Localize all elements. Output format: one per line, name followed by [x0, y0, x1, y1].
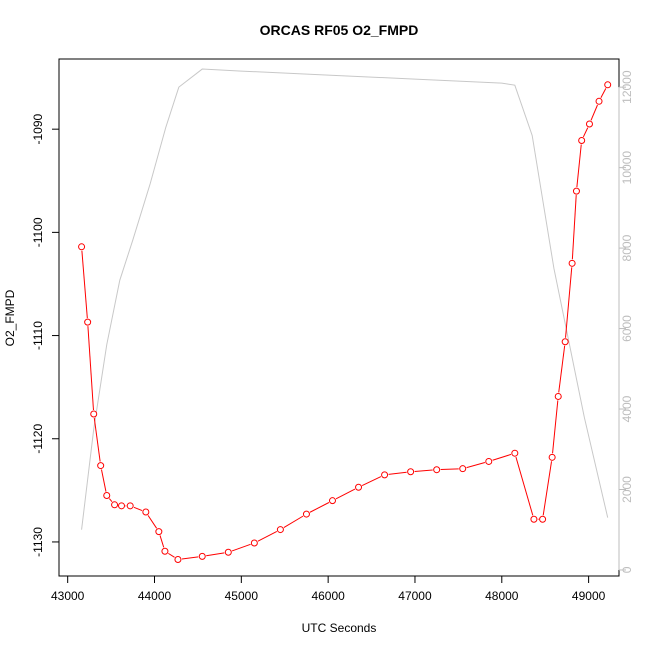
o2-data-point [155, 528, 163, 536]
o2-series-segment [309, 502, 330, 513]
o2-series-segment [565, 267, 573, 338]
o2-series-segment [361, 476, 382, 486]
x-tick-label: 47000 [398, 589, 432, 603]
o2-series-segment [466, 462, 486, 469]
o2-data-point [161, 547, 169, 555]
y2-tick-label: 8000 [620, 234, 634, 261]
o2-series-segment [206, 552, 225, 557]
o2-data-point [174, 555, 182, 563]
o2-series-segment [571, 195, 577, 260]
y2-tick-label: 10000 [620, 151, 634, 185]
o2-series-segment [231, 543, 251, 552]
o2-data-point [302, 510, 310, 518]
o2-series-segment [168, 552, 175, 558]
x-tick-label: 45000 [225, 589, 259, 603]
y-tick-label: -1130 [31, 527, 45, 557]
o2-data-point [142, 508, 150, 516]
o2-series-segment [257, 530, 278, 542]
o2-data-point [511, 449, 519, 457]
o2-data-point [355, 483, 363, 491]
o2-series-segment [159, 535, 165, 548]
altitude-series-line [81, 68, 609, 530]
y-tick-label: -1090 [31, 114, 45, 145]
y2-tick-label: 2000 [620, 476, 634, 503]
o2-data-point [572, 187, 580, 195]
y-axis-label: O2_FMPD [3, 289, 17, 346]
chart-title: ORCAS RF05 O2_FMPD [260, 22, 419, 38]
o2-series-segment [388, 471, 407, 475]
o2-data-point [276, 526, 284, 534]
o2-series-segment [600, 88, 607, 99]
plot-frame [58, 58, 620, 577]
o2-series-segment [283, 515, 304, 528]
o2-data-point [539, 515, 547, 523]
x-axis: 43000 44000 45000 46000 47000 48000 49000 [51, 575, 606, 603]
o2-series-segment [552, 400, 559, 454]
y2-tick-label: 12000 [620, 70, 634, 104]
o2-series-segment [335, 488, 356, 500]
o2-data-point [568, 259, 576, 267]
y-tick-label: -1110 [31, 321, 45, 350]
o2-series-segment [582, 127, 589, 138]
x-tick-label: 44000 [138, 589, 172, 603]
o2-series-segment [81, 250, 88, 319]
o2-series-segment [87, 326, 94, 411]
o2-data-point [103, 492, 111, 500]
o2-data-point [554, 392, 562, 400]
o2-series-segment [181, 556, 199, 560]
series-layer [78, 68, 612, 563]
o2-data-point [97, 462, 105, 470]
o2-data-point [595, 97, 603, 105]
y-axis-right: 0 2000 4000 6000 8000 10000 12000 [618, 70, 634, 573]
x-tick-label: 48000 [485, 589, 519, 603]
x-tick-label: 43000 [51, 589, 85, 603]
x-tick-label: 49000 [572, 589, 606, 603]
x-tick-label: 46000 [311, 589, 345, 603]
y-tick-label: -1100 [31, 217, 45, 247]
o2-series-segment [147, 515, 158, 529]
o2-data-point [224, 548, 232, 556]
o2-data-point [459, 465, 467, 473]
o2-data-point [84, 318, 92, 326]
o2-data-point [561, 338, 569, 346]
o2-data-point [407, 468, 415, 476]
o2-series-segment [133, 506, 143, 512]
y2-tick-label: 6000 [620, 315, 634, 342]
o2-data-point [78, 243, 86, 251]
y2-tick-label: 0 [620, 566, 634, 573]
x-axis-label: UTC Seconds [302, 621, 377, 635]
o2-data-point [585, 120, 593, 128]
y2-tick-label: 4000 [620, 395, 634, 422]
o2-data-point [111, 501, 119, 509]
o2-series-segment [590, 104, 598, 121]
o2-series-segment [108, 498, 113, 503]
o2-series-segment [542, 461, 553, 516]
o2-data-point [90, 410, 98, 418]
o2-data-point [433, 466, 441, 474]
o2-series-segment [440, 468, 459, 471]
o2-series-segment [558, 345, 566, 393]
o2-series-segment [93, 417, 101, 462]
o2-data-point [198, 552, 206, 560]
o2-data-point [548, 453, 556, 461]
o2-series-segment [492, 453, 512, 461]
o2-data-point [578, 137, 586, 145]
o2-data-point [118, 502, 126, 510]
o2-series-segment [576, 144, 582, 188]
o2-data-point [126, 502, 134, 510]
o2-series-segment [414, 469, 433, 472]
o2-data-point [328, 497, 336, 505]
o2-series-segment [515, 456, 534, 516]
o2-data-point [530, 515, 538, 523]
y-axis-left: -1130 -1120 -1110 -1100 -1090 [31, 114, 60, 557]
o2-data-point [485, 457, 493, 465]
o2-data-point [381, 471, 389, 479]
o2-series-segment [100, 469, 107, 492]
y-tick-label: -1120 [31, 424, 45, 454]
o2-data-point [250, 539, 258, 547]
o2-data-point [604, 81, 612, 89]
